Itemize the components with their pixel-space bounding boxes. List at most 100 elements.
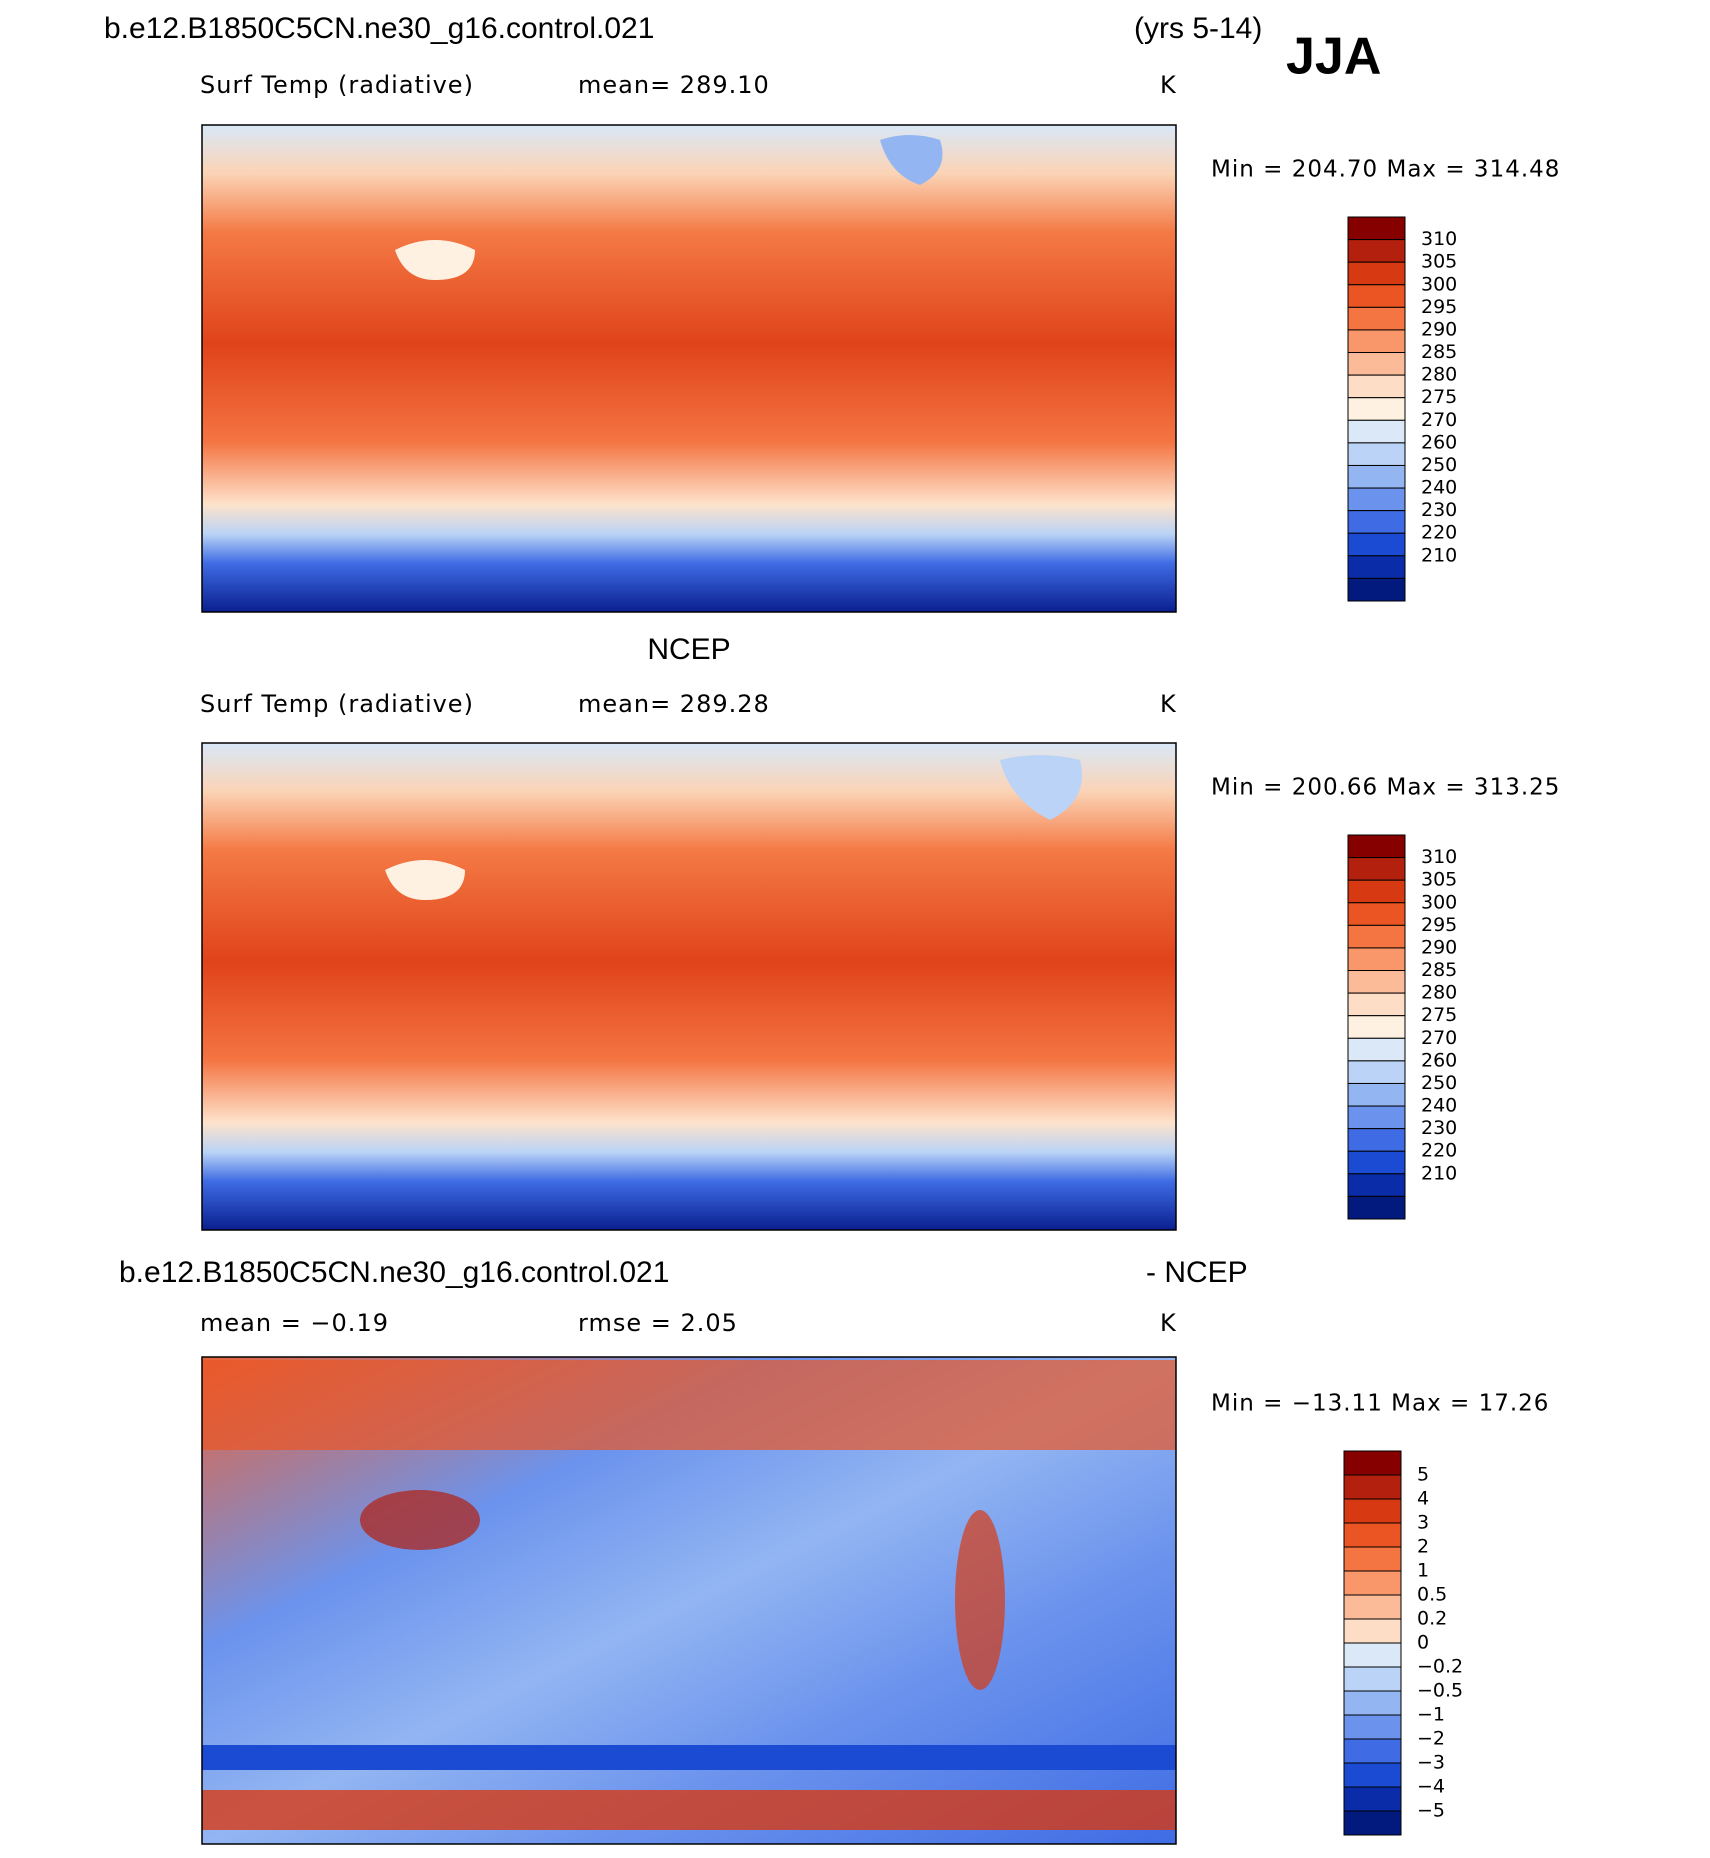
min-max: Min = 200.66 Max = 313.25 <box>1211 775 1560 801</box>
colorbar-swatch <box>1343 1786 1402 1812</box>
colorbar-swatch <box>1347 1015 1406 1039</box>
colorbar-label: 305 <box>1421 251 1457 273</box>
colorbar-label: 280 <box>1421 364 1457 386</box>
colorbar-label: 250 <box>1421 454 1457 476</box>
colorbar-label: 310 <box>1421 228 1457 250</box>
colorbar-swatch <box>1347 1150 1406 1175</box>
colorbar-label: 270 <box>1421 1027 1457 1049</box>
colorbar-label: 0 <box>1417 1632 1429 1654</box>
colorbar-swatch <box>1347 306 1406 331</box>
colorbar-label: 240 <box>1421 1095 1457 1117</box>
colorbar-label: 220 <box>1421 522 1457 544</box>
colorbar-label: 275 <box>1421 1004 1457 1026</box>
colorbar-swatch <box>1343 1762 1402 1788</box>
colorbar-swatch <box>1347 1128 1406 1152</box>
subtitle-left: Surf Temp (radiative) <box>200 71 474 99</box>
colorbar-swatch <box>1343 1522 1402 1548</box>
colorbar-swatch <box>1343 1642 1402 1668</box>
subtitle-center: mean= 289.10 <box>578 71 770 99</box>
colorbar-swatch <box>1347 442 1406 466</box>
colorbar-swatch <box>1347 1105 1406 1130</box>
colorbar-label: 210 <box>1421 1162 1457 1184</box>
colorbar-swatch <box>1347 374 1406 399</box>
colorbar-label: 220 <box>1421 1140 1457 1162</box>
colorbar-label: 210 <box>1421 544 1457 566</box>
colorbar-label: 0.2 <box>1417 1608 1447 1630</box>
colorbar-label: 230 <box>1421 499 1457 521</box>
colorbar-swatch <box>1343 1570 1402 1596</box>
colorbar-label: 285 <box>1421 959 1457 981</box>
colorbar-label: 1 <box>1417 1560 1429 1582</box>
colorbar-swatch <box>1347 834 1406 859</box>
panel-title: NCEP <box>647 633 730 666</box>
colorbar-swatch <box>1347 419 1406 444</box>
anomaly-band <box>202 1360 1176 1450</box>
colorbar-label: 310 <box>1421 846 1457 868</box>
colorbar-swatch <box>1347 857 1406 881</box>
colorbar-swatch <box>1343 1618 1402 1644</box>
colorbar-swatch <box>1347 924 1406 949</box>
colorbar-label: 295 <box>1421 296 1457 318</box>
colorbar-swatch <box>1347 487 1406 512</box>
subtitle-center: mean= 289.28 <box>578 690 770 718</box>
min-max: Min = −13.11 Max = 17.26 <box>1211 1391 1549 1417</box>
colorbar-label: −2 <box>1417 1728 1445 1750</box>
colorbar-label: 285 <box>1421 341 1457 363</box>
colorbar-swatch <box>1347 510 1406 534</box>
colorbar-swatch <box>1347 1060 1406 1084</box>
season: JJA <box>1286 28 1381 86</box>
colorbar-label: 230 <box>1421 1117 1457 1139</box>
colorbar-swatch <box>1343 1450 1402 1476</box>
colorbar-label: −0.5 <box>1417 1680 1463 1702</box>
subtitle-left: mean = −0.19 <box>200 1309 389 1337</box>
colorbar-label: 4 <box>1417 1488 1429 1510</box>
period: (yrs 5-14) <box>1134 12 1262 45</box>
map <box>202 125 1176 612</box>
colorbar-swatch <box>1347 555 1406 579</box>
colorbar-label: −4 <box>1417 1776 1445 1798</box>
colorbar-label: 270 <box>1421 409 1457 431</box>
map <box>202 743 1176 1230</box>
colorbar-swatch <box>1347 239 1406 263</box>
colorbar-label: −3 <box>1417 1752 1445 1774</box>
colorbar-label: −5 <box>1417 1800 1445 1822</box>
colorbar-label: 300 <box>1421 891 1457 913</box>
colorbar-swatch <box>1347 464 1406 489</box>
tibet <box>395 240 475 280</box>
colorbar-swatch <box>1343 1474 1402 1500</box>
colorbar-swatch <box>1343 1498 1402 1524</box>
colorbar-swatch <box>1347 947 1406 972</box>
greenland <box>1000 755 1082 820</box>
panel-title-right: - NCEP <box>1146 1256 1248 1289</box>
units: K <box>1160 71 1177 99</box>
colorbar-swatch <box>1347 577 1406 602</box>
colorbar-label: 3 <box>1417 1512 1429 1534</box>
panel-title: b.e12.B1850C5CN.ne30_g16.control.021 <box>119 1256 669 1289</box>
title: b.e12.B1850C5CN.ne30_g16.control.021 <box>104 12 654 45</box>
colorbar-swatch <box>1347 532 1406 557</box>
colorbar-swatch <box>1343 1738 1402 1764</box>
map-frame <box>201 1356 1177 1845</box>
colorbar-label: −1 <box>1417 1704 1445 1726</box>
units: K <box>1160 690 1177 718</box>
colorbar-label: 300 <box>1421 273 1457 295</box>
colorbar-swatch <box>1347 1082 1406 1107</box>
colorbar-label: 0.5 <box>1417 1584 1447 1606</box>
colorbar-label: 250 <box>1421 1072 1457 1094</box>
colorbar-swatch <box>1347 1037 1406 1062</box>
colorbar-swatch <box>1347 1173 1406 1197</box>
colorbar-swatch <box>1343 1666 1402 1692</box>
colorbar-swatch <box>1343 1690 1402 1716</box>
tibet <box>385 860 465 900</box>
colorbar-swatch <box>1347 329 1406 354</box>
colorbar-swatch <box>1343 1546 1402 1572</box>
colorbar-label: 5 <box>1417 1464 1429 1486</box>
subtitle-left: Surf Temp (radiative) <box>200 690 474 718</box>
colorbar-label: 290 <box>1421 318 1457 340</box>
colorbar-label: 260 <box>1421 1049 1457 1071</box>
colorbar-swatch <box>1347 261 1406 286</box>
subtitle-center: rmse = 2.05 <box>578 1309 738 1337</box>
colorbar-swatch <box>1347 902 1406 926</box>
min-max: Min = 204.70 Max = 314.48 <box>1211 157 1560 183</box>
